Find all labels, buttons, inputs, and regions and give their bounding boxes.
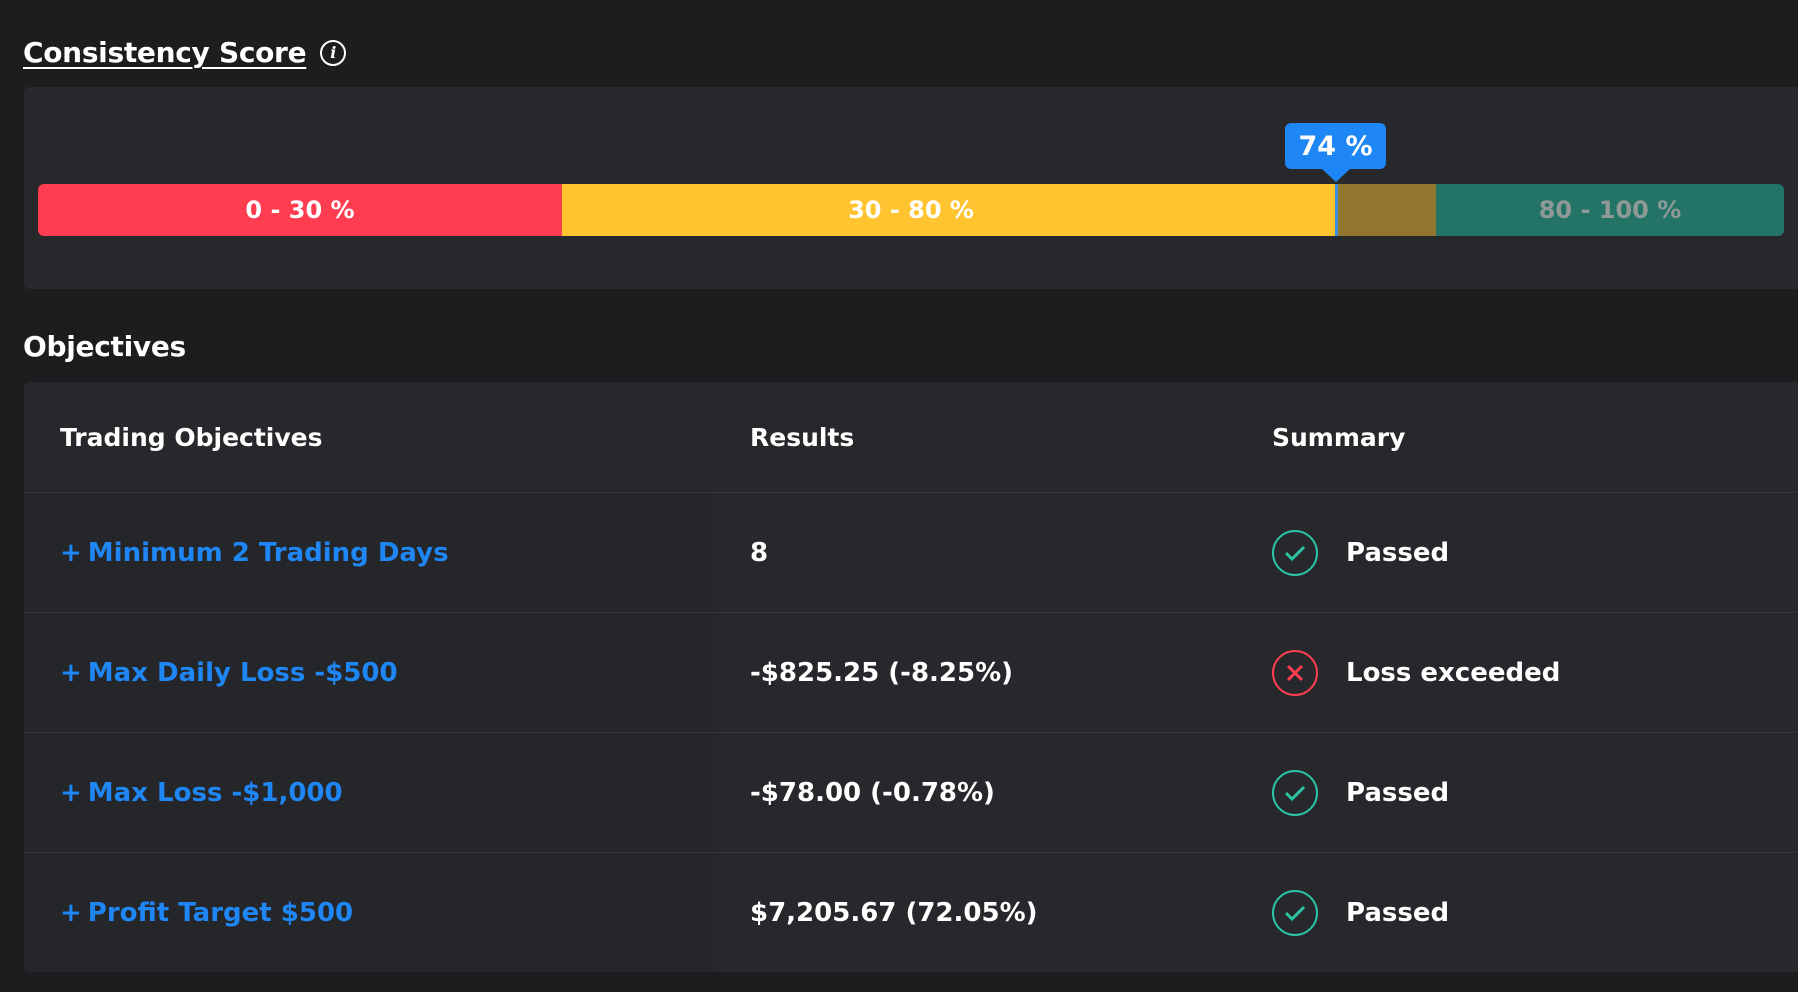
header-results: Results (750, 422, 855, 452)
objectives-table: Trading Objectives Results Summary + Min… (24, 382, 1798, 972)
result-value: 8 (750, 537, 769, 568)
expand-plus-icon: + (60, 777, 82, 808)
objective-label: Max Loss -$1,000 (87, 777, 343, 808)
header-summary: Summary (1272, 422, 1406, 452)
expand-plus-icon: + (60, 537, 82, 568)
objective-cell (24, 733, 714, 852)
check-circle-icon (1272, 889, 1318, 936)
consistency-score-bar: 0 - 30 % 30 - 80 % 80 - 100 % (38, 184, 1784, 236)
expand-plus-icon: + (60, 897, 82, 928)
objective-cell (24, 853, 714, 972)
summary-cell: Passed (1272, 493, 1449, 612)
objective-label: Max Daily Loss -$500 (87, 657, 398, 688)
segment-mid-label: 30 - 80 % (848, 196, 974, 224)
consistency-score-title: Consistency Score (23, 36, 307, 69)
summary-label: Loss exceeded (1346, 657, 1561, 688)
check-circle-icon (1272, 769, 1318, 816)
objective-expand-link[interactable]: + Minimum 2 Trading Days (60, 493, 449, 612)
objective-cell (24, 613, 714, 732)
segment-high-label: 80 - 100 % (1538, 196, 1682, 224)
check-circle-icon (1272, 529, 1318, 576)
objective-expand-link[interactable]: + Profit Target $500 (60, 853, 353, 972)
result-value: -$825.25 (-8.25%) (750, 657, 1014, 688)
table-header: Trading Objectives Results Summary (24, 382, 1798, 493)
objectives-header: Objectives (23, 330, 186, 363)
result-value: $7,205.67 (72.05%) (750, 897, 1038, 928)
objective-expand-link[interactable]: + Max Loss -$1,000 (60, 733, 343, 852)
objectives-title: Objectives (23, 330, 186, 363)
consistency-score-header: Consistency Score i (23, 36, 347, 69)
table-row: + Max Daily Loss -$500 -$825.25 (-8.25%)… (24, 613, 1798, 733)
info-icon[interactable]: i (320, 39, 347, 66)
table-row: + Minimum 2 Trading Days 8 Passed (24, 493, 1798, 613)
summary-cell: Passed (1272, 733, 1449, 852)
summary-label: Passed (1346, 777, 1450, 808)
consistency-score-card: 0 - 30 % 30 - 80 % 80 - 100 % 74 % (24, 87, 1798, 289)
x-circle-icon (1272, 649, 1318, 696)
segment-mid: 30 - 80 % (562, 184, 1436, 236)
segment-high: 80 - 100 % (1436, 184, 1784, 236)
summary-label: Passed (1346, 537, 1450, 568)
objective-label: Minimum 2 Trading Days (87, 537, 449, 568)
score-marker-pointer (1322, 169, 1350, 182)
score-marker-line (1335, 184, 1338, 236)
segment-low-label: 0 - 30 % (245, 196, 355, 224)
summary-cell: Loss exceeded (1272, 613, 1560, 732)
score-marker-badge: 74 % (1285, 123, 1386, 169)
objective-expand-link[interactable]: + Max Daily Loss -$500 (60, 613, 398, 732)
expand-plus-icon: + (60, 657, 82, 688)
table-row: + Profit Target $500 $7,205.67 (72.05%) … (24, 853, 1798, 972)
objective-cell (24, 493, 714, 612)
segment-low: 0 - 30 % (38, 184, 562, 236)
table-row: + Max Loss -$1,000 -$78.00 (-0.78%) Pass… (24, 733, 1798, 853)
header-objectives: Trading Objectives (60, 422, 323, 452)
summary-cell: Passed (1272, 853, 1449, 972)
objective-label: Profit Target $500 (87, 897, 354, 928)
result-value: -$78.00 (-0.78%) (750, 777, 995, 808)
summary-label: Passed (1346, 897, 1450, 928)
segment-mid-dimmed (1336, 184, 1436, 236)
